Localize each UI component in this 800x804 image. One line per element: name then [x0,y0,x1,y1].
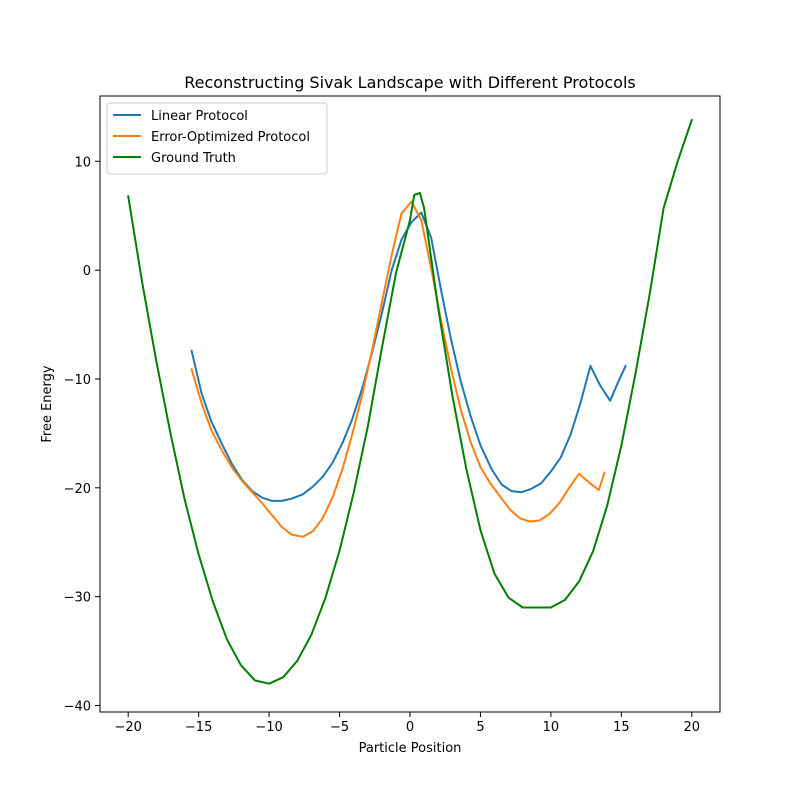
x-tick-label: 20 [684,720,701,735]
x-axis-label: Particle Position [359,741,462,756]
x-tick-label: 15 [613,720,630,735]
x-tick-label: −20 [114,720,141,735]
y-axis: −40 −30 −20 −10 0 10 [64,155,100,714]
y-tick-label: −40 [64,699,91,714]
legend: Linear Protocol Error-Optimized Protocol G… [106,102,328,175]
x-tick-label: −10 [255,720,282,735]
legend-box [106,102,328,175]
legend-label-0: Linear Protocol [151,109,248,124]
x-axis: −20 −15 −10 −5 0 5 10 15 20 [114,712,700,735]
x-tick-label: −15 [185,720,212,735]
x-tick-label: 10 [543,720,560,735]
chart-title: Reconstructing Sivak Landscape with Diff… [184,73,636,92]
plot-lines [127,118,693,685]
y-tick-label: −30 [64,591,91,606]
legend-label-2: Ground Truth [151,151,236,166]
x-tick-label: −5 [330,720,349,735]
series-line-2 [127,118,693,685]
y-axis-label: Free Energy [40,365,55,443]
legend-label-1: Error-Optimized Protocol [151,130,310,145]
y-tick-label: −20 [64,482,91,497]
series-line-0 [190,211,627,502]
x-tick-label: 5 [476,720,484,735]
x-tick-label: 0 [406,720,414,735]
y-tick-label: −10 [64,373,91,388]
y-tick-label: 10 [74,155,91,170]
series-line-1 [190,200,606,538]
y-tick-label: 0 [83,264,91,279]
